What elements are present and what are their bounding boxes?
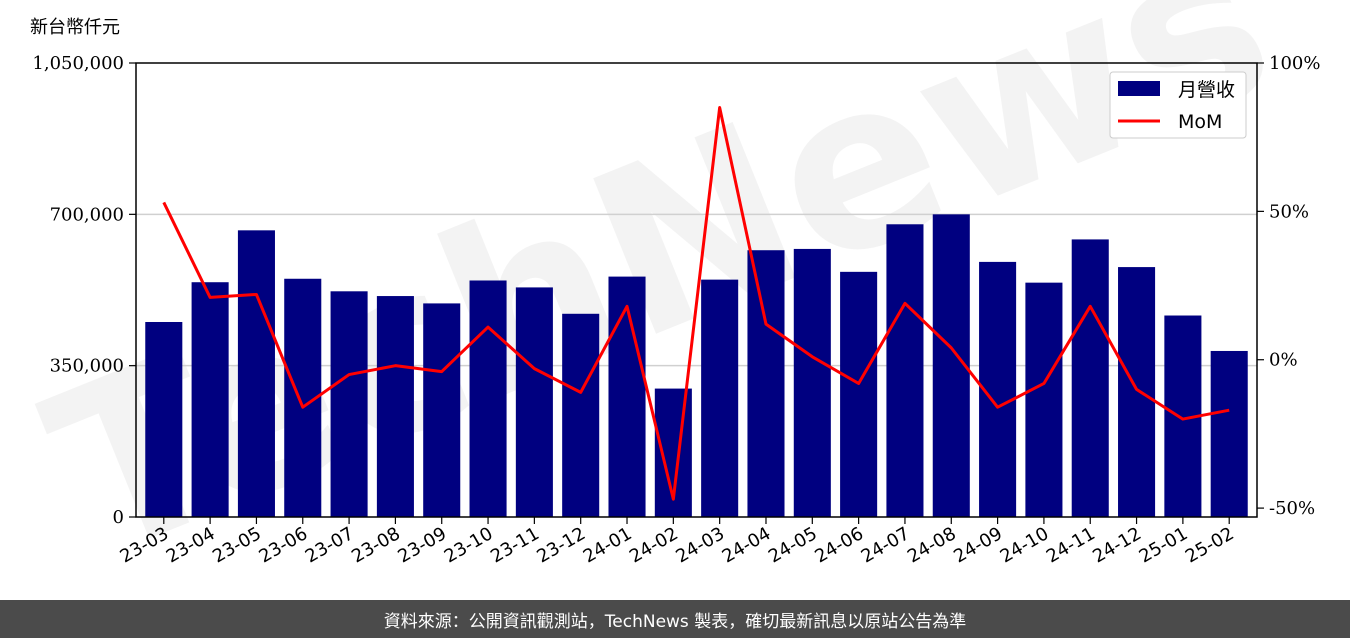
revenue-bar bbox=[330, 291, 368, 517]
revenue-bar bbox=[376, 296, 414, 517]
revenue-bar bbox=[886, 224, 924, 518]
plot-frame bbox=[135, 62, 1258, 518]
y-right-tick-label: 0% bbox=[1269, 350, 1298, 371]
x-tick-label: 23-08 bbox=[348, 523, 404, 567]
y-left-tick-label: 1,050,000 bbox=[32, 53, 124, 74]
x-tick-label: 25-02 bbox=[1182, 523, 1238, 567]
revenue-bar bbox=[1071, 239, 1109, 517]
y-left-tick-label: 350,000 bbox=[50, 356, 124, 377]
revenue-bar bbox=[423, 303, 461, 517]
x-tick-label: 24-11 bbox=[1043, 523, 1099, 567]
y-left-tick-label: 0 bbox=[113, 507, 124, 528]
x-tick-label: 24-10 bbox=[997, 523, 1053, 567]
revenue-bar bbox=[1210, 350, 1248, 517]
x-tick-label: 24-01 bbox=[580, 523, 636, 567]
y-left-tick-label: 700,000 bbox=[50, 204, 124, 225]
x-tick-label: 24-09 bbox=[950, 523, 1006, 567]
legend: 月營收 MoM bbox=[1109, 71, 1247, 139]
x-tick-label: 24-12 bbox=[1089, 523, 1145, 567]
revenue-bar bbox=[469, 280, 507, 517]
revenue-bar bbox=[191, 282, 229, 517]
y-right-tick-label: 100% bbox=[1269, 53, 1320, 74]
bar-series bbox=[145, 214, 1248, 518]
revenue-bar bbox=[562, 313, 600, 517]
y-axis-unit-label: 新台幣仟元 bbox=[30, 17, 120, 38]
y-right-tick-label: -50% bbox=[1269, 498, 1315, 519]
mom-series-line bbox=[162, 106, 1230, 501]
revenue-bar bbox=[237, 230, 275, 517]
source-footer-text: 資料來源：公開資訊觀測站，TechNews 製表，確切最新訊息以原站公告為準 bbox=[383, 611, 967, 632]
revenue-bar bbox=[608, 276, 646, 517]
revenue-bar bbox=[1118, 267, 1156, 517]
y-axis-left: 0 350,000 700,000 1,050,000 bbox=[32, 53, 136, 528]
legend-bar-swatch bbox=[1118, 81, 1160, 96]
x-tick-label: 24-02 bbox=[626, 523, 682, 567]
x-tick-label: 24-07 bbox=[858, 523, 914, 567]
x-tick-label: 24-06 bbox=[811, 523, 867, 567]
x-tick-label: 24-04 bbox=[719, 523, 775, 567]
gridlines bbox=[136, 213, 1257, 367]
revenue-bar bbox=[145, 321, 183, 517]
x-tick-label: 23-12 bbox=[533, 523, 589, 567]
revenue-bar bbox=[701, 279, 739, 517]
revenue-bar bbox=[747, 250, 785, 517]
revenue-bar bbox=[840, 271, 878, 517]
x-tick-label: 23-09 bbox=[394, 523, 450, 567]
source-footer: 資料來源：公開資訊觀測站，TechNews 製表，確切最新訊息以原站公告為準 bbox=[0, 600, 1350, 638]
y-axis-right: -50% 0% 50% 100% bbox=[1257, 53, 1320, 519]
x-tick-label: 24-08 bbox=[904, 523, 960, 567]
x-tick-label: 23-10 bbox=[441, 523, 497, 567]
legend-bar-label: 月營收 bbox=[1178, 79, 1235, 101]
x-tick-label: 24-03 bbox=[672, 523, 728, 567]
y-right-tick-label: 50% bbox=[1269, 201, 1309, 222]
x-tick-label: 25-01 bbox=[1136, 523, 1192, 567]
revenue-bar bbox=[515, 287, 553, 517]
x-tick-label: 23-11 bbox=[487, 523, 543, 567]
x-tick-label: 24-05 bbox=[765, 523, 821, 567]
revenue-bar bbox=[793, 248, 831, 517]
revenue-bar bbox=[1025, 282, 1063, 517]
legend-line-label: MoM bbox=[1178, 111, 1222, 133]
